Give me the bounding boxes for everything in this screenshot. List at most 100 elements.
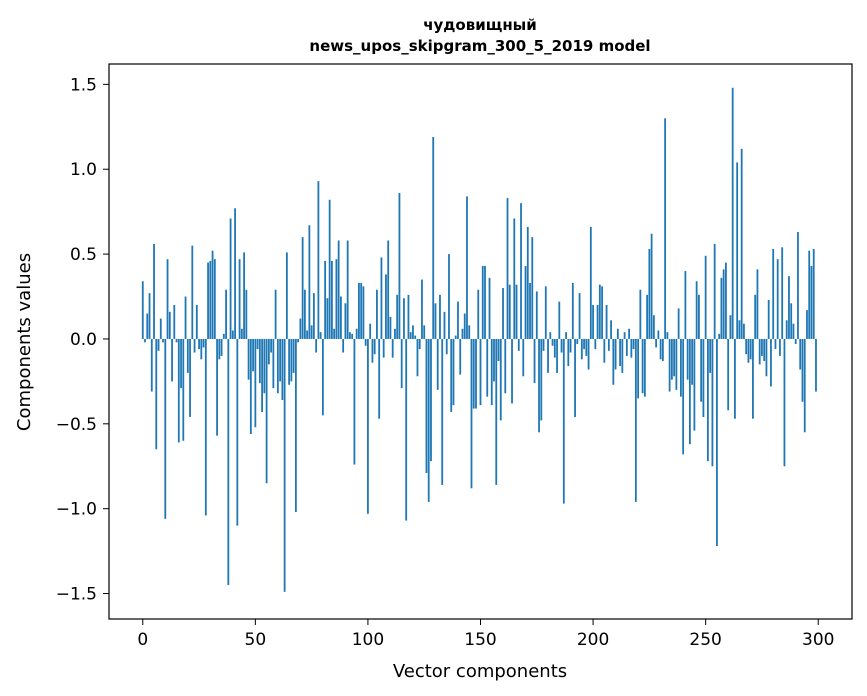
bar-62 (281, 338, 284, 401)
bar-90 (344, 303, 347, 339)
bar-142 (461, 328, 464, 339)
bar-253 (711, 338, 714, 467)
bar-48 (249, 338, 252, 434)
bar-223 (643, 338, 646, 397)
bar-111 (391, 338, 394, 358)
bar-154 (488, 277, 491, 339)
bar-55 (265, 338, 268, 484)
bar-139 (454, 335, 457, 339)
bar-115 (400, 338, 403, 389)
bar-22 (191, 245, 194, 339)
bar-168 (520, 203, 522, 339)
bar-132 (439, 294, 441, 339)
bar-18 (182, 338, 185, 441)
bar-66 (290, 338, 293, 382)
bar-264 (736, 162, 739, 339)
bar-109 (387, 240, 390, 339)
bar-244 (691, 338, 694, 385)
bar-276 (763, 338, 766, 362)
bar-20 (186, 338, 189, 373)
bar-197 (585, 338, 588, 356)
bar-113 (396, 294, 399, 339)
bar-213 (621, 338, 624, 373)
bar-269 (747, 338, 750, 363)
bar-210 (614, 338, 617, 370)
bar-64 (285, 252, 288, 339)
bar-245 (693, 338, 696, 431)
bar-225 (648, 249, 651, 339)
bar-5 (153, 243, 155, 339)
bar-120 (412, 325, 414, 339)
bar-127 (427, 338, 430, 502)
bar-53 (261, 338, 263, 412)
bar-102 (371, 338, 374, 363)
bar-45 (243, 252, 245, 339)
bar-29 (207, 262, 209, 339)
bar-234 (668, 338, 671, 392)
bar-268 (745, 338, 748, 355)
bar-114 (398, 192, 401, 339)
bar-169 (522, 338, 525, 377)
bar-259 (725, 262, 727, 339)
bar-275 (761, 338, 763, 356)
bar-238 (677, 308, 680, 339)
bar-126 (425, 338, 428, 474)
bar-26 (200, 338, 203, 360)
bar-215 (625, 338, 628, 356)
bar-4 (150, 338, 153, 392)
bar-41 (234, 208, 236, 339)
bar-140 (457, 301, 459, 339)
bar-85 (333, 328, 336, 339)
bar-173 (531, 237, 534, 339)
bar-296 (808, 250, 811, 339)
bar-43 (238, 259, 241, 339)
bar-91 (346, 240, 349, 339)
bar-286 (785, 320, 788, 339)
bar-11 (166, 259, 169, 339)
bar-216 (628, 328, 630, 339)
bar-150 (479, 338, 482, 406)
bar-33 (216, 338, 218, 436)
bar-119 (409, 332, 412, 339)
bar-74 (308, 225, 311, 339)
bar-295 (806, 310, 808, 339)
bar-23 (193, 338, 196, 353)
bar-205 (603, 338, 606, 363)
bar-63 (283, 338, 286, 592)
bar-110 (389, 316, 392, 339)
bar-128 (430, 338, 432, 462)
bar-222 (641, 338, 644, 394)
bar-130 (434, 303, 437, 339)
bar-116 (403, 298, 405, 339)
bar-131 (436, 338, 439, 390)
bar-221 (639, 289, 642, 339)
bar-49 (252, 338, 254, 372)
bar-249 (702, 338, 705, 418)
y-tick-label: −1.0 (56, 500, 97, 520)
bar-172 (529, 282, 531, 339)
bar-117 (405, 338, 408, 521)
bar-163 (508, 284, 511, 339)
bar-176 (538, 338, 540, 433)
bar-189 (567, 338, 570, 367)
bar-51 (256, 338, 259, 350)
bar-185 (558, 301, 561, 339)
bar-202 (596, 305, 599, 339)
bar-236 (673, 338, 676, 377)
bar-241 (684, 271, 687, 339)
bar-1 (144, 338, 146, 343)
bar-60 (276, 338, 279, 394)
bar-287 (788, 276, 790, 339)
bar-227 (652, 315, 655, 339)
y-tick-label: 0.5 (70, 245, 97, 265)
bar-217 (630, 338, 633, 358)
bar-121 (414, 335, 417, 339)
y-tick-label: −1.5 (56, 585, 97, 605)
bar-12 (168, 311, 171, 339)
bar-152 (484, 265, 486, 339)
x-tick-label: 0 (137, 630, 148, 650)
bar-252 (709, 338, 712, 373)
bar-178 (542, 338, 545, 351)
bar-199 (589, 226, 592, 339)
bar-235 (670, 338, 673, 380)
